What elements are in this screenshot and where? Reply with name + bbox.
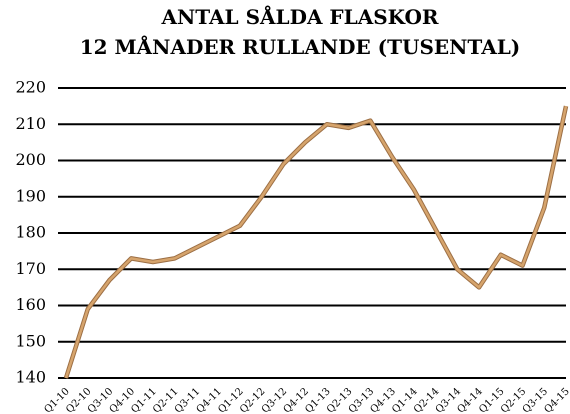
y-tick-label: 140 [15,368,46,387]
line-outline [63,105,569,379]
y-tick-label: 180 [15,223,46,242]
y-tick-label: 190 [15,186,46,205]
y-tick-label: 210 [15,114,46,133]
y-tick-label: 160 [15,295,46,314]
line [64,105,568,379]
chart-subtitle: 12 MÅNADER RULLANDE (TUSENTAL) [80,35,521,59]
y-tick-label: 220 [15,78,46,97]
y-tick-label: 170 [15,259,46,278]
chart-title: ANTAL SÅLDA FLASKOR [160,5,438,29]
y-tick-label: 150 [15,331,46,350]
y-tick-label: 200 [15,150,46,169]
